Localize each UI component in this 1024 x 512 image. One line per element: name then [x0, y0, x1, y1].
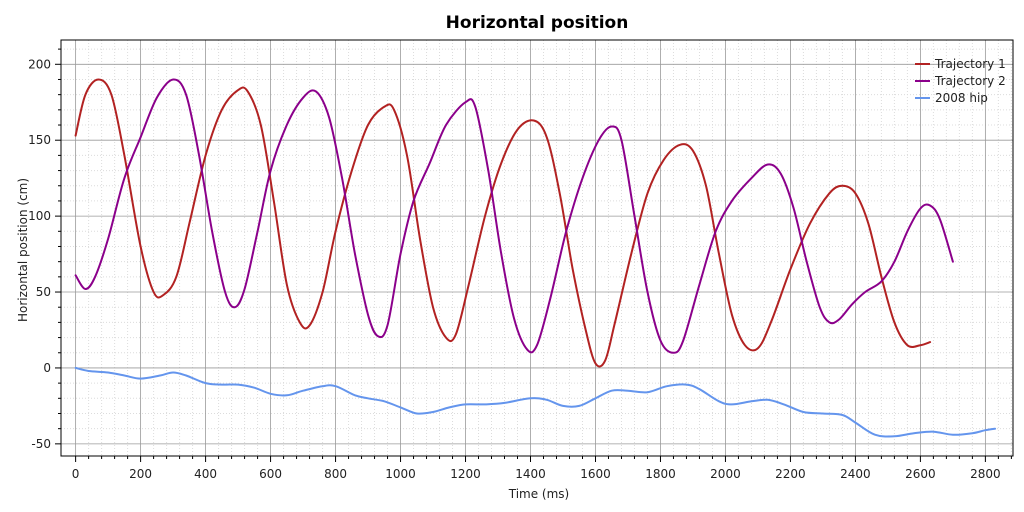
series-line-2008-hip [74, 366, 997, 438]
y-tick-label: -50 [31, 437, 51, 451]
x-tick-label: 2000 [710, 467, 741, 481]
series-line-trajectory-1 [74, 78, 932, 368]
legend-entry-2008-hip: 2008 hip [935, 91, 988, 105]
x-tick-label: 1400 [515, 467, 546, 481]
x-tick-label: 2200 [775, 467, 806, 481]
x-tick-label: 800 [324, 467, 347, 481]
x-tick-label: 1000 [385, 467, 416, 481]
y-tick-label: 50 [36, 285, 51, 299]
x-axis-label: Time (ms) [508, 487, 570, 501]
series-layer [74, 78, 997, 438]
x-tick-label: 1600 [580, 467, 611, 481]
y-tick-label: 100 [28, 209, 51, 223]
x-axis: 0 200 400 600 800 1000 1200 1400 1600 1800 2000 220… [72, 456, 1012, 481]
plot-border [60, 39, 1014, 457]
x-tick-label: 600 [259, 467, 282, 481]
x-tick-label: 1200 [450, 467, 481, 481]
x-tick-label: 400 [194, 467, 217, 481]
y-tick-label: 200 [28, 57, 51, 71]
minor-gridlines [61, 40, 1013, 456]
x-tick-label: 0 [72, 467, 80, 481]
x-tick-label: 2400 [840, 467, 871, 481]
x-tick-label: 1800 [645, 467, 676, 481]
legend-entry-trajectory-2: Trajectory 2 [934, 74, 1006, 88]
series-line-trajectory-2 [74, 78, 954, 354]
y-axis-label: Horizontal position (cm) [16, 178, 30, 322]
y-axis: -50 0 50 100 150 200 [28, 48, 61, 451]
x-tick-label: 2800 [970, 467, 1001, 481]
major-gridlines [61, 40, 1013, 456]
x-tick-label: 2600 [905, 467, 936, 481]
y-tick-label: 150 [28, 133, 51, 147]
y-tick-label: 0 [43, 361, 51, 375]
chart-title: Horizontal position [446, 13, 629, 33]
legend-entry-trajectory-1: Trajectory 1 [934, 57, 1006, 71]
x-tick-label: 200 [129, 467, 152, 481]
legend: Trajectory 1 Trajectory 2 2008 hip [915, 57, 1006, 105]
